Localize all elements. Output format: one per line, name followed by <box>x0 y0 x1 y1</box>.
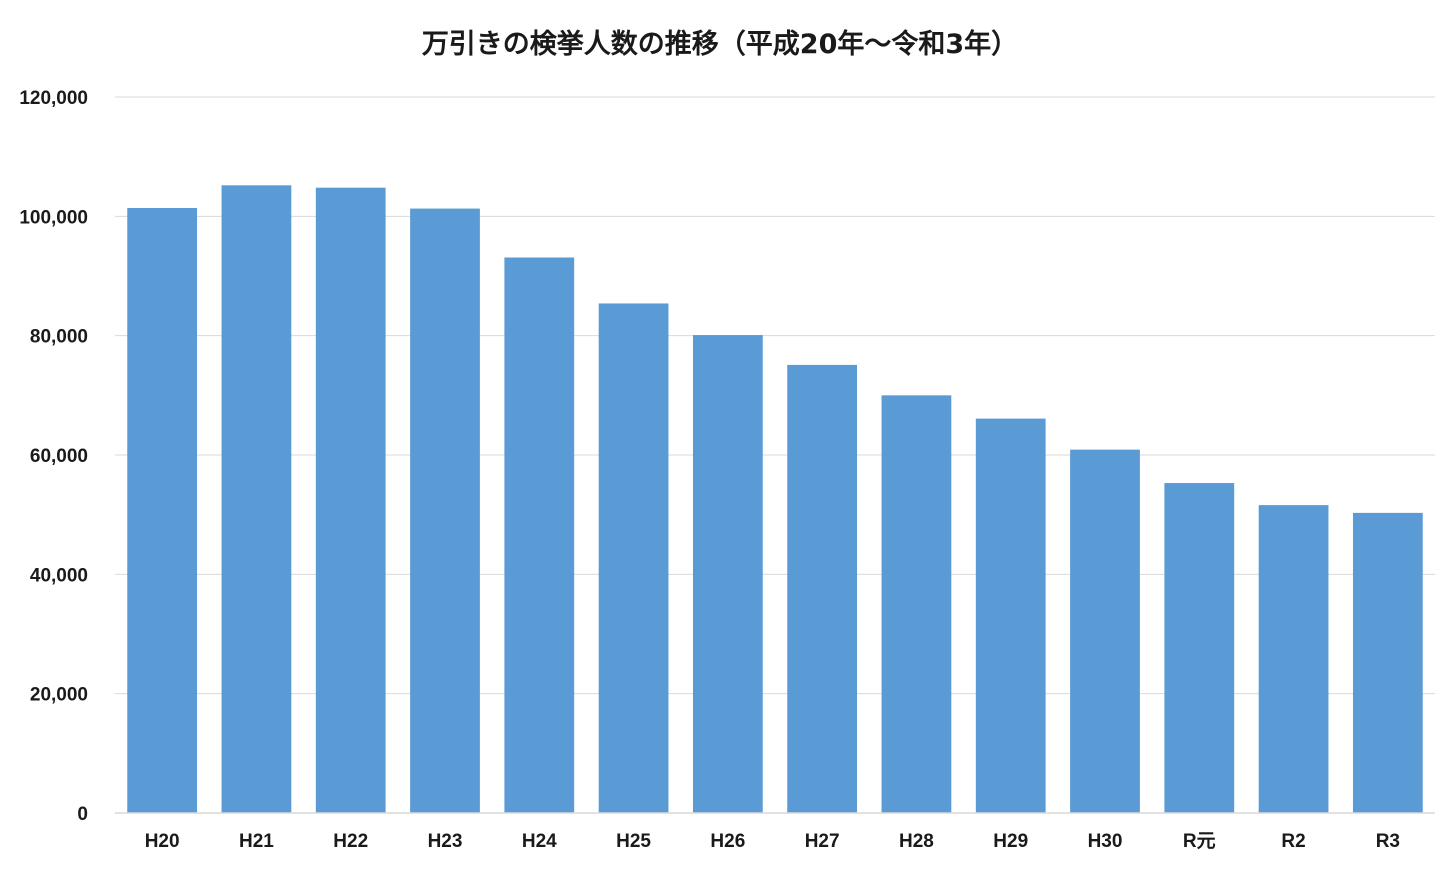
bar-R2 <box>1258 505 1329 813</box>
y-tick-label: 120,000 <box>19 88 88 109</box>
y-tick-label: 40,000 <box>30 565 88 586</box>
y-tick-label: 60,000 <box>30 446 88 467</box>
y-tick-label: 80,000 <box>30 327 88 348</box>
x-tick-label: H20 <box>145 831 180 852</box>
x-tick-label: H25 <box>616 831 651 852</box>
y-tick-label: 20,000 <box>30 685 88 706</box>
x-tick-label: H26 <box>710 831 745 852</box>
x-tick-label: R2 <box>1281 831 1305 852</box>
bar-R元 <box>1164 483 1235 813</box>
y-tick-label: 0 <box>77 804 88 825</box>
bar-H26 <box>692 335 763 813</box>
x-tick-label: R3 <box>1376 831 1400 852</box>
y-axis-ticks: 0 20,000 40,000 60,000 80,000 100,000 120,000 <box>19 88 88 825</box>
bar-H29 <box>975 418 1046 813</box>
bar-H23 <box>410 208 480 813</box>
x-tick-label: H21 <box>239 831 274 852</box>
bar-H28 <box>881 395 952 813</box>
bar-R3 <box>1352 512 1423 813</box>
chart-title: 万引きの検挙人数の推移（平成20年～令和3年） <box>422 28 1018 60</box>
bar-H22 <box>315 187 386 813</box>
bar-H30 <box>1070 449 1140 813</box>
bar-H27 <box>787 364 858 813</box>
bar-H20 <box>127 207 198 814</box>
x-tick-label: H30 <box>1088 831 1123 852</box>
y-tick-label: 100,000 <box>19 207 88 228</box>
x-tick-label: H27 <box>805 831 840 852</box>
gridlines <box>115 96 1435 695</box>
bar-H21 <box>221 185 292 814</box>
bar-H25 <box>598 303 669 813</box>
bars <box>127 185 1423 814</box>
x-tick-label: R元 <box>1183 831 1216 852</box>
x-tick-label: H29 <box>993 831 1028 852</box>
x-tick-label: H24 <box>522 831 557 852</box>
x-axis-ticks: H20 H21 H22 H23 H24 H25 H26 H27 H28 H29 H30 R元 R2 R3 <box>145 831 1400 852</box>
x-tick-label: H23 <box>428 831 463 852</box>
bar-H24 <box>504 257 575 814</box>
x-tick-label: H22 <box>333 831 368 852</box>
x-tick-label: H28 <box>899 831 934 852</box>
